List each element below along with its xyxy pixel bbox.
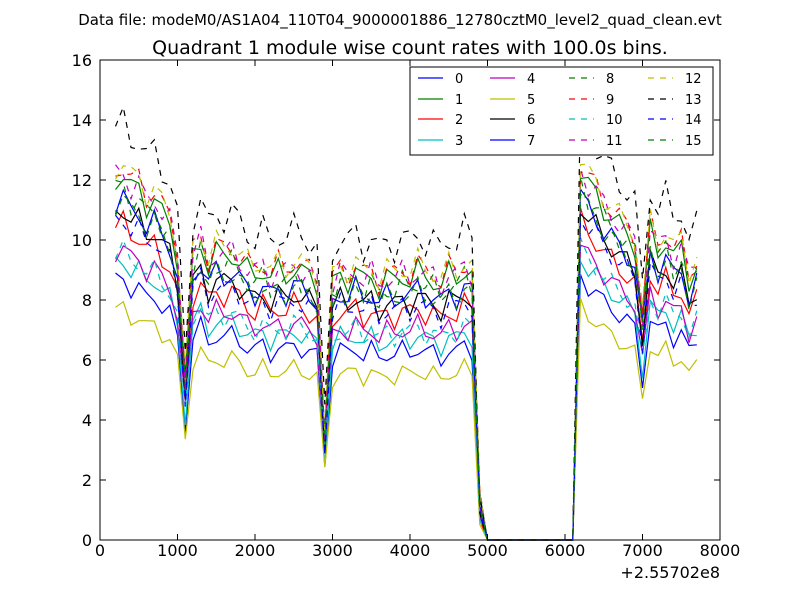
legend-label-10: 10: [606, 113, 623, 128]
x-tick-label: 0: [95, 541, 105, 560]
series-line-5: [115, 298, 698, 541]
chart-title: Quadrant 1 module wise count rates with …: [152, 37, 668, 59]
legend-label-12: 12: [685, 72, 702, 87]
x-tick-label: 5000: [467, 541, 508, 560]
legend-label-15: 15: [685, 134, 702, 149]
suptitle: Data file: modeM0/AS1A04_110T04_90000018…: [78, 11, 722, 30]
legend-label-13: 13: [685, 93, 702, 108]
series-line-10: [114, 237, 698, 541]
x-tick-label: 4000: [390, 541, 431, 560]
series-line-12: [114, 163, 698, 541]
legend-label-8: 8: [606, 72, 614, 87]
legend-label-7: 7: [527, 134, 535, 149]
x-tick-label: 6000: [545, 541, 586, 560]
series-line-14: [115, 214, 697, 541]
series-line-15: [114, 193, 698, 541]
y-tick-label: 16: [72, 51, 92, 70]
legend-label-14: 14: [685, 113, 702, 128]
legend-label-1: 1: [455, 93, 463, 108]
series-line-9: [115, 168, 698, 541]
x-tick-label: 7000: [622, 541, 663, 560]
legend-label-6: 6: [527, 113, 535, 128]
x-tick-label: 8000: [700, 541, 741, 560]
series-line-4: [114, 244, 698, 541]
series-line-7: [114, 187, 698, 541]
legend-label-5: 5: [527, 93, 535, 108]
legend-label-11: 11: [606, 134, 623, 149]
y-tick-label: 4: [82, 411, 92, 430]
y-tick-label: 2: [82, 471, 92, 490]
x-tick-label: 2000: [235, 541, 276, 560]
series-line-0: [115, 272, 697, 541]
y-tick-label: 6: [82, 351, 92, 370]
legend-label-2: 2: [455, 113, 463, 128]
y-tick-label: 10: [72, 231, 92, 250]
series-line-13: [114, 102, 698, 541]
y-tick-label: 12: [72, 171, 92, 190]
x-tick-label: 1000: [157, 541, 198, 560]
x-offset-label: +2.55702e8: [620, 563, 720, 582]
legend-label-9: 9: [606, 93, 614, 108]
series-line-6: [115, 206, 698, 541]
series-line-11: [115, 164, 697, 541]
series-line-1: [115, 176, 698, 541]
x-tick-label: 3000: [312, 541, 353, 560]
legend-label-3: 3: [455, 134, 463, 149]
series-layer: [114, 102, 698, 541]
y-tick-label: 8: [82, 291, 92, 310]
legend-label-0: 0: [455, 72, 463, 87]
y-tick-label: 0: [82, 531, 92, 550]
series-line-8: [115, 176, 698, 541]
y-tick-label: 14: [72, 111, 92, 130]
legend-label-4: 4: [527, 72, 535, 87]
ticks-layer: 0 1000 2000 3000 4000 5000 6000 7000 80000246810…: [72, 51, 741, 560]
